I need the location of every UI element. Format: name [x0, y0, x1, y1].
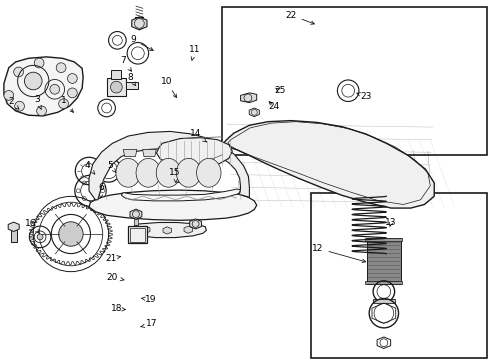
Ellipse shape	[116, 158, 140, 187]
Circle shape	[110, 81, 122, 93]
Polygon shape	[183, 226, 192, 233]
Text: 17: 17	[140, 320, 157, 328]
Text: 10: 10	[160, 77, 176, 98]
Polygon shape	[89, 190, 256, 220]
Polygon shape	[223, 121, 433, 208]
Text: 3: 3	[34, 95, 41, 109]
Ellipse shape	[156, 158, 181, 187]
Polygon shape	[8, 222, 19, 231]
Circle shape	[15, 101, 24, 111]
Polygon shape	[121, 189, 240, 201]
Text: 4: 4	[84, 161, 95, 174]
Polygon shape	[156, 138, 232, 166]
Text: 21: 21	[105, 254, 120, 263]
Text: 2: 2	[8, 97, 19, 109]
Text: 6: 6	[99, 183, 104, 198]
Circle shape	[14, 67, 23, 77]
Polygon shape	[130, 209, 142, 219]
Text: 25: 25	[273, 86, 285, 95]
Bar	[134, 219, 138, 225]
Circle shape	[67, 88, 77, 98]
Bar	[126, 82, 138, 89]
Polygon shape	[162, 149, 175, 157]
Bar	[111, 70, 121, 79]
Bar	[372, 299, 394, 303]
Polygon shape	[123, 149, 137, 157]
Bar	[222, 7, 486, 155]
Bar	[106, 78, 126, 96]
Circle shape	[4, 90, 14, 100]
Circle shape	[24, 72, 42, 90]
Text: 22: 22	[285, 10, 314, 24]
Text: 16: 16	[25, 219, 39, 233]
Text: 5: 5	[107, 161, 116, 172]
Polygon shape	[249, 108, 259, 117]
Polygon shape	[142, 149, 156, 157]
Text: 7: 7	[120, 56, 131, 71]
Text: 8: 8	[127, 73, 135, 86]
Bar	[128, 226, 146, 243]
Ellipse shape	[136, 158, 160, 187]
Bar	[365, 238, 402, 241]
Ellipse shape	[196, 158, 221, 187]
Text: 19: 19	[142, 295, 156, 304]
Text: 1: 1	[61, 96, 73, 112]
Text: 13: 13	[385, 218, 396, 227]
Polygon shape	[89, 131, 249, 200]
Polygon shape	[162, 173, 203, 183]
Circle shape	[34, 58, 44, 68]
Polygon shape	[200, 149, 214, 157]
Text: 11: 11	[188, 45, 200, 60]
Polygon shape	[163, 227, 171, 234]
Text: 18: 18	[110, 304, 125, 313]
Text: 23: 23	[356, 92, 371, 101]
Circle shape	[67, 73, 77, 84]
Text: 9: 9	[130, 35, 153, 50]
Polygon shape	[131, 17, 147, 30]
Text: 20: 20	[106, 273, 123, 282]
Polygon shape	[4, 57, 83, 116]
Ellipse shape	[176, 158, 201, 187]
Polygon shape	[240, 93, 256, 103]
Bar	[11, 230, 17, 242]
Circle shape	[59, 99, 68, 109]
Circle shape	[50, 84, 60, 94]
Polygon shape	[129, 222, 206, 238]
Text: 14: 14	[189, 129, 206, 142]
Circle shape	[37, 106, 46, 116]
Text: 24: 24	[267, 102, 279, 111]
Circle shape	[56, 63, 66, 73]
Polygon shape	[141, 226, 150, 233]
Text: 15: 15	[169, 167, 181, 183]
Bar	[365, 281, 402, 284]
Bar	[366, 238, 400, 284]
Circle shape	[59, 222, 83, 246]
Bar	[310, 193, 486, 358]
Bar	[130, 228, 144, 242]
Circle shape	[37, 234, 43, 240]
Polygon shape	[189, 219, 201, 229]
Polygon shape	[181, 149, 194, 157]
Text: 12: 12	[311, 244, 365, 262]
